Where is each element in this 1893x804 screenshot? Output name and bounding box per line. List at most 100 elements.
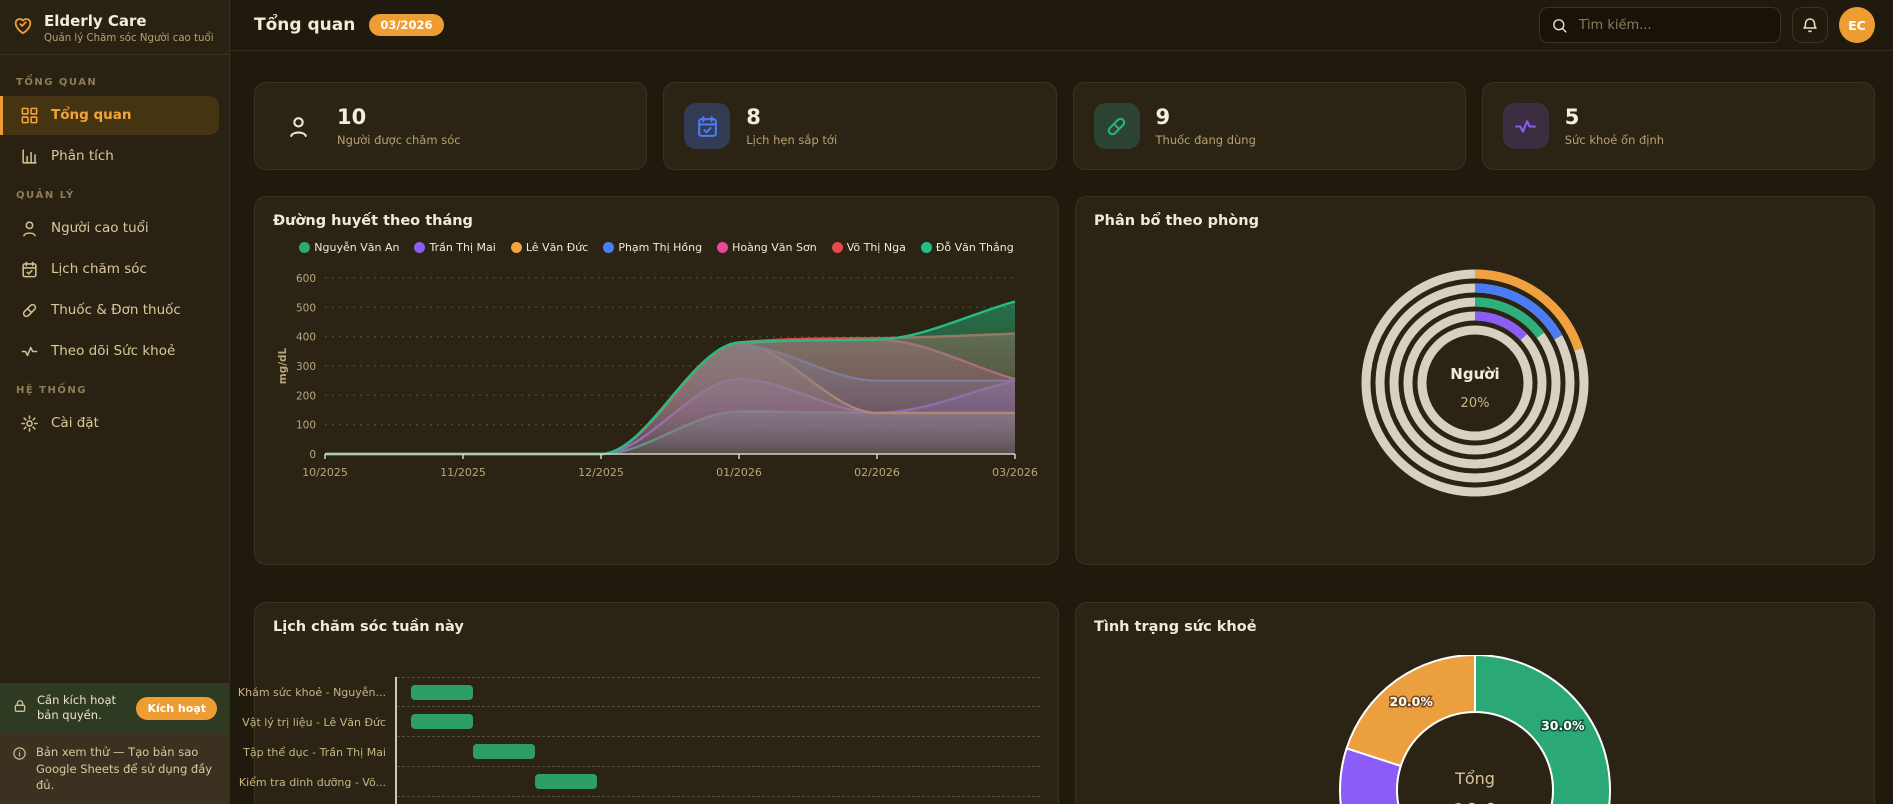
- sidebar-item-label: Người cao tuổi: [51, 220, 149, 237]
- legend-dot-icon: [603, 242, 615, 253]
- stat-value: 8: [746, 104, 761, 129]
- info-icon: [12, 746, 27, 765]
- legend-label: Lê Văn Đức: [525, 241, 589, 254]
- svg-text:500: 500: [296, 302, 316, 314]
- search-icon: [1553, 18, 1567, 33]
- legend-item[interactable]: Phạm Thị Hồng: [603, 241, 702, 254]
- sidebar-item-thuoc-don-thuoc[interactable]: Thuốc & Đơn thuốc: [0, 291, 219, 330]
- stat-card-2: 8 Lịch hẹn sắp tới: [663, 82, 1057, 170]
- legend-label: Võ Thị Nga: [846, 241, 906, 254]
- bar-chart-icon: [20, 147, 39, 166]
- gantt-bar: [411, 714, 473, 729]
- activate-button[interactable]: Kích hoạt: [136, 696, 217, 720]
- gantt-task-label: Vật lý trị liệu - Lê Văn Đức: [242, 715, 386, 729]
- svg-text:01/2026: 01/2026: [716, 466, 762, 479]
- app-name: Elderly Care: [44, 12, 147, 30]
- svg-text:600: 600: [296, 273, 316, 285]
- sidebar-item-label: Cài đặt: [51, 415, 99, 432]
- grid-icon: [20, 106, 39, 125]
- legend-item[interactable]: Trần Thị Mai: [414, 241, 496, 254]
- sidebar-item-cai-dat[interactable]: Cài đặt: [0, 404, 219, 443]
- sidebar-item-lich-cham-soc[interactable]: Lịch chăm sóc: [0, 250, 219, 289]
- legend-dot-icon: [831, 242, 843, 253]
- lock-icon: [12, 698, 28, 718]
- svg-text:400: 400: [296, 332, 316, 344]
- sidebar: Elderly Care Quản lý Chăm sóc Người cao …: [0, 0, 230, 804]
- gantt-bar: [473, 744, 535, 759]
- nav-section-label: QUẢN LÝ: [16, 189, 75, 201]
- legend-item[interactable]: Nguyễn Văn An: [299, 241, 399, 254]
- svg-text:02/2026: 02/2026: [854, 466, 900, 479]
- notifications-button[interactable]: [1792, 7, 1828, 43]
- legend-dot-icon: [414, 242, 426, 253]
- legend-label: Trần Thị Mai: [429, 241, 496, 254]
- health-donut-chart: Tổng 10.0 30.0% 20.0%: [1094, 655, 1856, 804]
- trial-banner: Bản xem thử — Tạo bản sao Google Sheets …: [0, 733, 229, 804]
- sidebar-item-tong-quan[interactable]: Tổng quan: [0, 95, 219, 135]
- nav-section-label: HỆ THỐNG: [16, 384, 87, 396]
- stat-label: Thuốc đang dùng: [1155, 133, 1256, 148]
- legend-label: Phạm Thị Hồng: [618, 241, 703, 254]
- svg-text:100: 100: [296, 420, 316, 432]
- legend-dot-icon: [717, 242, 729, 253]
- sidebar-item-label: Phân tích: [51, 148, 114, 165]
- heart-logo-icon: [12, 14, 34, 40]
- person-icon: [275, 103, 321, 149]
- legend-item[interactable]: Hoàng Văn Sơn: [717, 241, 817, 254]
- weekly-schedule-title: Lịch chăm sóc tuần này: [273, 619, 464, 635]
- health-status-card: Tình trạng sức khoẻ Tổng 10.0 30.0% 20.0%: [1075, 602, 1875, 804]
- svg-text:12/2025: 12/2025: [578, 466, 624, 479]
- sidebar-nav: TỔNG QUAN Tổng quan Phân tích QUẢN LÝ Ng…: [0, 55, 229, 683]
- gantt-task-label: Khám sức khoẻ - Nguyễn...: [237, 685, 386, 699]
- legend-label: Nguyễn Văn An: [314, 241, 400, 254]
- svg-text:20%: 20%: [1461, 396, 1490, 411]
- legend-item[interactable]: Đỗ Văn Thắng: [920, 241, 1014, 254]
- glucose-legend: Nguyễn Văn An Trần Thị Mai Lê Văn Đức Ph…: [273, 241, 1040, 254]
- weekly-schedule-card: Lịch chăm sóc tuần này Khám sức khoẻ - N…: [237, 602, 1059, 804]
- legend-item[interactable]: Lê Văn Đức: [510, 241, 589, 254]
- stat-card-1: 10 Người được chăm sóc: [254, 82, 648, 170]
- avatar[interactable]: EC: [1839, 7, 1875, 43]
- license-text: Cần kích hoạt bản quyền.: [37, 692, 117, 723]
- legend-item[interactable]: Võ Thị Nga: [831, 241, 906, 254]
- gantt-task-label: Tập thể dục - Trần Thị Mai: [243, 745, 386, 759]
- svg-text:200: 200: [296, 390, 316, 402]
- sidebar-item-label: Tổng quan: [51, 107, 132, 124]
- svg-text:30.0%: 30.0%: [1541, 718, 1585, 733]
- gantt-task-label: Thăm hỏi tâm lý - Phạm T...: [273, 797, 395, 804]
- nav-section-label: TỔNG QUAN: [16, 76, 98, 88]
- stats-row: 10 Người được chăm sóc 8 Lịch hẹn sắp tớ…: [254, 82, 1875, 170]
- search-input[interactable]: [1577, 16, 1769, 34]
- gantt-row: [397, 707, 1040, 737]
- sidebar-item-theo-doi-suc-khoe[interactable]: Theo dõi Sức khoẻ: [0, 332, 219, 371]
- gantt-bar: [534, 774, 597, 789]
- room-ring-chart: Người 20%: [1094, 263, 1856, 503]
- gantt-row: [397, 677, 1040, 707]
- stat-card-4: 5 Sức khoẻ ổn định: [1481, 82, 1875, 170]
- gantt-bar: [411, 685, 473, 700]
- health-status-title: Tình trạng sức khoẻ: [1094, 619, 1257, 635]
- gear-icon: [20, 414, 39, 433]
- sidebar-item-label: Theo dõi Sức khoẻ: [51, 343, 176, 360]
- svg-text:Tổng: Tổng: [1454, 769, 1495, 788]
- pill-icon: [20, 301, 39, 320]
- activity-icon: [1502, 103, 1549, 149]
- bell-icon: [1803, 18, 1817, 33]
- search-box[interactable]: [1539, 7, 1781, 43]
- legend-dot-icon: [510, 242, 522, 253]
- sidebar-item-nguoi-cao-tuoi[interactable]: Người cao tuổi: [0, 209, 219, 248]
- stat-value: 5: [1564, 104, 1580, 129]
- page-title: Tổng quan: [254, 15, 356, 35]
- legend-dot-icon: [920, 242, 932, 253]
- svg-text:mg/dL: mg/dL: [277, 347, 289, 384]
- glucose-area-chart: 0 100 200 300 400 500 600 10/2025 11/2025 12/2025…: [273, 254, 1040, 504]
- sidebar-item-label: Thuốc & Đơn thuốc: [51, 302, 181, 319]
- sidebar-item-phan-tich[interactable]: Phân tích: [0, 137, 219, 176]
- svg-text:10.0: 10.0: [1453, 799, 1498, 804]
- stat-value: 10: [337, 104, 367, 129]
- app-subtitle: Quản lý Chăm sóc Người cao tuổi: [44, 32, 214, 44]
- gantt-task-label: Kiểm tra dinh dưỡng - Võ...: [238, 775, 386, 789]
- user-icon: [20, 219, 39, 238]
- svg-text:0: 0: [309, 449, 316, 461]
- pill-icon: [1093, 103, 1140, 149]
